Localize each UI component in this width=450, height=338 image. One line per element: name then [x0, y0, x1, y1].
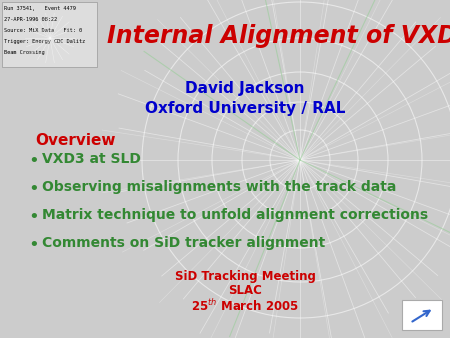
Text: Internal Alignment of VXD3: Internal Alignment of VXD3 — [107, 24, 450, 48]
Text: Beam Crossing: Beam Crossing — [4, 50, 45, 55]
Text: VXD3 at SLD: VXD3 at SLD — [42, 152, 141, 166]
Text: Oxford University / RAL: Oxford University / RAL — [145, 100, 345, 116]
Text: •: • — [28, 236, 39, 254]
Text: •: • — [28, 208, 39, 226]
Text: SLAC: SLAC — [228, 284, 262, 297]
Text: David Jackson: David Jackson — [185, 80, 305, 96]
Text: Source: MiX Data   Fit: 0: Source: MiX Data Fit: 0 — [4, 28, 82, 33]
Text: Observing misalignments with the track data: Observing misalignments with the track d… — [42, 180, 396, 194]
FancyBboxPatch shape — [402, 300, 442, 330]
Text: Run 37541,   Event 4479: Run 37541, Event 4479 — [4, 6, 76, 11]
FancyBboxPatch shape — [2, 2, 97, 67]
Text: •: • — [28, 152, 39, 170]
Text: 25$^{th}$ March 2005: 25$^{th}$ March 2005 — [191, 298, 299, 314]
Text: Trigger: Energy CDC Dalitz: Trigger: Energy CDC Dalitz — [4, 39, 85, 44]
Text: Overview: Overview — [35, 133, 116, 148]
Text: •: • — [28, 180, 39, 198]
Text: 27-APR-1996 08:22: 27-APR-1996 08:22 — [4, 17, 57, 22]
Text: Matrix technique to unfold alignment corrections: Matrix technique to unfold alignment cor… — [42, 208, 428, 222]
Text: SiD Tracking Meeting: SiD Tracking Meeting — [175, 270, 315, 283]
Text: Comments on SiD tracker alignment: Comments on SiD tracker alignment — [42, 236, 325, 250]
